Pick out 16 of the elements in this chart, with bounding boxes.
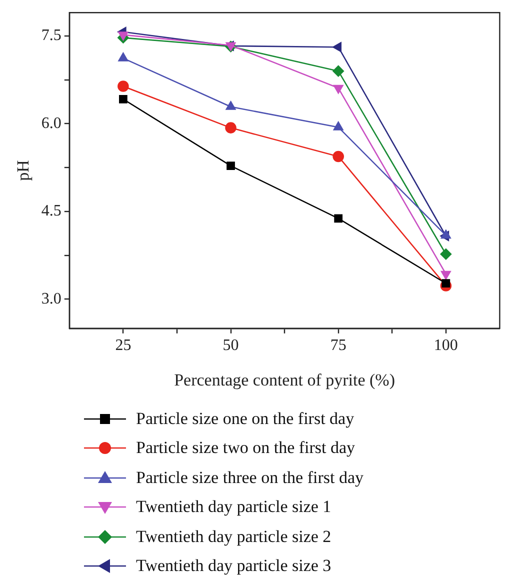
- x-tick-label: 100: [434, 337, 458, 354]
- legend-label: Particle size three on the first day: [136, 468, 364, 488]
- legend-label: Particle size two on the first day: [136, 438, 356, 458]
- y-tick-label: 6.0: [41, 114, 62, 132]
- x-tick-label: 50: [222, 337, 239, 354]
- legend-label: Twentieth day particle size 1: [136, 497, 332, 518]
- x-tick-label: 75: [330, 337, 346, 354]
- y-tick-label: 7.5: [41, 27, 62, 44]
- legend-label: Twentieth day particle size 3: [136, 556, 332, 576]
- x-tick-label: 25: [115, 337, 132, 354]
- legend-label: Particle size one on the first day: [136, 408, 354, 429]
- y-tick-label: 3.0: [41, 290, 62, 308]
- legend-label: Twentieth day particle size 2: [136, 526, 332, 547]
- x-axis-title: Percentage content of pyrite (%): [174, 370, 396, 390]
- y-tick-label: 4.5: [41, 202, 62, 220]
- y-axis-title: pH: [14, 160, 33, 181]
